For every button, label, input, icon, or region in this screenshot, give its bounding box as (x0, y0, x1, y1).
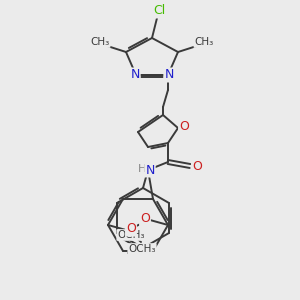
Text: O: O (192, 160, 202, 172)
Text: Cl: Cl (153, 4, 165, 17)
Text: CH₃: CH₃ (90, 37, 110, 47)
Text: OCH₃: OCH₃ (117, 230, 145, 240)
Text: N: N (164, 68, 174, 82)
Text: O: O (126, 223, 136, 236)
Text: OCH₃: OCH₃ (128, 244, 156, 254)
Text: O: O (140, 212, 150, 226)
Text: CH₃: CH₃ (194, 37, 214, 47)
Text: O: O (179, 119, 189, 133)
Text: H: H (138, 164, 146, 174)
Text: N: N (130, 68, 140, 82)
Text: N: N (145, 164, 155, 176)
